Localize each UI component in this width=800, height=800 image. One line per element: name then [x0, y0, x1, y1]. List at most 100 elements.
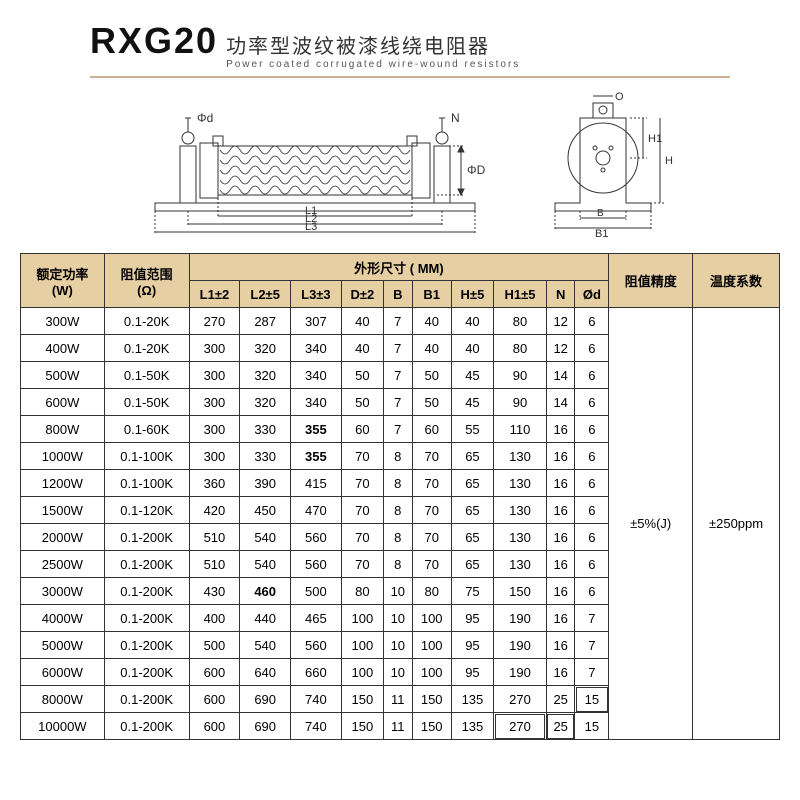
- cell-dim: 70: [412, 497, 451, 524]
- cell-dim: 40: [451, 308, 493, 335]
- cell-dim: 560: [291, 632, 342, 659]
- col-dim: B: [384, 281, 413, 308]
- cell-dim: 540: [240, 524, 291, 551]
- cell-dim: 40: [451, 335, 493, 362]
- cell-dim: 10: [384, 605, 413, 632]
- cell-dim: 65: [451, 524, 493, 551]
- cell-power: 300W: [21, 308, 105, 335]
- cell-dim: 40: [412, 308, 451, 335]
- cell-dim: 80: [341, 578, 383, 605]
- cell-dim: 15: [575, 713, 609, 740]
- cell-dim: 600: [189, 713, 240, 740]
- cell-range: 0.1-200K: [104, 713, 189, 740]
- cell-dim: 330: [240, 416, 291, 443]
- cell-dim: 10: [384, 578, 413, 605]
- cell-dim: 660: [291, 659, 342, 686]
- cell-dim: 320: [240, 389, 291, 416]
- cell-dim: 11: [384, 686, 413, 713]
- cell-range: 0.1-50K: [104, 389, 189, 416]
- cell-dim: 100: [341, 659, 383, 686]
- cell-dim: 500: [189, 632, 240, 659]
- cell-dim: 287: [240, 308, 291, 335]
- cell-power: 3000W: [21, 578, 105, 605]
- cell-dim: 16: [546, 416, 575, 443]
- cell-dim: 135: [451, 686, 493, 713]
- cell-dim: 330: [240, 443, 291, 470]
- cell-dim: 70: [412, 524, 451, 551]
- col-dim: H±5: [451, 281, 493, 308]
- cell-dim: 540: [240, 551, 291, 578]
- cell-dim: 190: [494, 659, 547, 686]
- cell-precision: ±5%(J): [609, 308, 693, 740]
- col-dim: L2±5: [240, 281, 291, 308]
- col-dim: N: [546, 281, 575, 308]
- cell-dim: 300: [189, 335, 240, 362]
- cell-dim: 300: [189, 416, 240, 443]
- cell-dim: 12: [546, 335, 575, 362]
- cell-dim: 150: [412, 686, 451, 713]
- cell-power: 1200W: [21, 470, 105, 497]
- cell-dim: 355: [291, 443, 342, 470]
- cell-power: 600W: [21, 389, 105, 416]
- cell-dim: 16: [546, 605, 575, 632]
- cell-dim: 355: [291, 416, 342, 443]
- cell-dim: 300: [189, 389, 240, 416]
- cell-dim: 65: [451, 551, 493, 578]
- label-b1: B1: [595, 228, 608, 238]
- cell-range: 0.1-200K: [104, 605, 189, 632]
- cell-dim: 6: [575, 497, 609, 524]
- cell-dim: 70: [341, 470, 383, 497]
- cell-dim: 10: [384, 659, 413, 686]
- cell-range: 0.1-100K: [104, 443, 189, 470]
- cell-range: 0.1-200K: [104, 686, 189, 713]
- cell-dim: 16: [546, 551, 575, 578]
- cell-dim: 307: [291, 308, 342, 335]
- cell-dim: 16: [546, 632, 575, 659]
- cell-dim: 150: [341, 686, 383, 713]
- cell-dim: 440: [240, 605, 291, 632]
- cell-dim: 50: [412, 362, 451, 389]
- cell-dim: 150: [412, 713, 451, 740]
- cell-dim: 50: [341, 362, 383, 389]
- cell-dim: 740: [291, 686, 342, 713]
- cell-dim: 6: [575, 416, 609, 443]
- cn-title: 功率型波纹被漆线绕电阻器: [226, 30, 520, 59]
- table-row: 300W0.1-20K270287307407404080126±5%(J)±2…: [21, 308, 780, 335]
- cell-dim: 130: [494, 524, 547, 551]
- cell-dim: 70: [341, 443, 383, 470]
- label-b: B: [597, 208, 604, 219]
- cell-dim: 130: [494, 470, 547, 497]
- cell-dim: 50: [412, 389, 451, 416]
- cell-dim: 40: [412, 335, 451, 362]
- cell-dim: 10: [384, 632, 413, 659]
- cell-dim: 500: [291, 578, 342, 605]
- cell-dim: 270: [189, 308, 240, 335]
- end-view-diagram: O H1 H B B1: [535, 88, 675, 238]
- cell-dim: 75: [451, 578, 493, 605]
- col-dim: L3±3: [291, 281, 342, 308]
- cell-range: 0.1-200K: [104, 578, 189, 605]
- cell-dim: 100: [412, 659, 451, 686]
- cell-dim: 340: [291, 335, 342, 362]
- cell-dim: 8: [384, 470, 413, 497]
- cell-dim: 360: [189, 470, 240, 497]
- cell-dim: 45: [451, 389, 493, 416]
- cell-dim: 465: [291, 605, 342, 632]
- cell-power: 500W: [21, 362, 105, 389]
- cell-dim: 7: [575, 659, 609, 686]
- label-h: H: [665, 155, 673, 167]
- cell-dim: 560: [291, 524, 342, 551]
- cell-dim: 510: [189, 551, 240, 578]
- col-tempco: 温度系数: [693, 254, 780, 308]
- table-body: 300W0.1-20K270287307407404080126±5%(J)±2…: [21, 308, 780, 740]
- cell-dim: 6: [575, 578, 609, 605]
- cell-dim: 470: [291, 497, 342, 524]
- cell-dim: 150: [494, 578, 547, 605]
- cell-dim: 7: [575, 632, 609, 659]
- cell-dim: 6: [575, 308, 609, 335]
- cell-dim: 420: [189, 497, 240, 524]
- cell-dim: 190: [494, 632, 547, 659]
- cell-power: 6000W: [21, 659, 105, 686]
- cell-dim: 690: [240, 686, 291, 713]
- cell-power: 8000W: [21, 686, 105, 713]
